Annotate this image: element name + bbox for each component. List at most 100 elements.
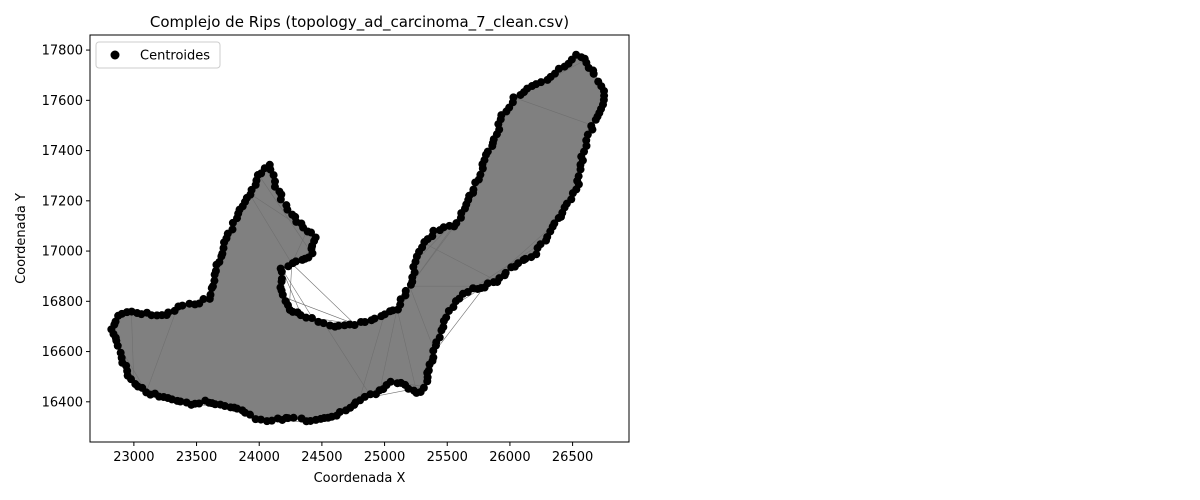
rips-edge: [434, 286, 486, 352]
centroid-point: [164, 308, 173, 317]
centroid-point: [276, 195, 285, 204]
centroid-point: [269, 171, 278, 180]
y-tick-label: 17000: [42, 245, 83, 260]
centroid-point: [568, 189, 577, 198]
chart-title: Complejo de Rips (topology_ad_carcinoma_…: [150, 13, 569, 32]
centroid-point: [360, 317, 369, 326]
x-tick-label: 24000: [239, 450, 280, 465]
centroid-point: [199, 295, 208, 304]
centroid-point: [211, 267, 220, 276]
legend-label: Centroides: [140, 49, 210, 64]
y-axis-label: Coordenada Y: [14, 193, 29, 284]
x-tick-label: 26000: [489, 450, 530, 465]
centroid-point: [444, 306, 453, 315]
centroid-points: [107, 50, 609, 426]
rips-edge: [281, 296, 355, 325]
centroid-point: [334, 321, 343, 330]
rips-edge: [396, 308, 418, 395]
centroid-point: [109, 329, 118, 338]
centroid-point: [307, 228, 316, 237]
rips-edge: [146, 306, 179, 392]
centroid-point: [469, 185, 478, 194]
centroid-point: [302, 313, 311, 322]
legend-marker: [110, 50, 120, 60]
plot-area: [107, 50, 609, 426]
centroid-point: [116, 348, 125, 357]
centroid-point: [182, 398, 191, 407]
y-tick-label: 17200: [42, 194, 83, 209]
y-tick-label: 16400: [42, 395, 83, 410]
centroid-point: [509, 93, 518, 102]
plot-frame: [89, 34, 630, 443]
rips-edge: [514, 97, 593, 126]
centroid-point: [273, 414, 282, 423]
centroid-point: [554, 214, 563, 223]
rips-edge: [258, 175, 313, 254]
centroid-point: [206, 290, 215, 299]
centroid-point: [319, 319, 328, 328]
centroid-point: [483, 147, 492, 156]
centroid-point: [210, 276, 219, 285]
rips-edge: [281, 268, 314, 320]
centroid-point: [307, 314, 316, 323]
centroid-point: [476, 170, 485, 179]
centroid-point: [591, 115, 600, 124]
rips-edge: [248, 193, 293, 264]
centroid-point: [219, 244, 228, 253]
rips-edge: [424, 243, 498, 282]
rips-edge: [324, 323, 370, 395]
centroid-point: [262, 417, 271, 426]
y-tick-label: 17400: [42, 144, 83, 159]
centroid-point: [371, 390, 380, 399]
centroid-point: [537, 78, 546, 87]
x-tick-label: 26500: [552, 450, 593, 465]
centroid-point: [576, 165, 585, 174]
legend: Centroides: [95, 41, 221, 69]
centroid-point: [251, 415, 260, 424]
x-tick-label: 25500: [427, 450, 468, 465]
centroid-point: [588, 125, 597, 134]
x-axis-label: Coordenada X: [314, 471, 406, 486]
centroid-point: [437, 326, 446, 335]
centroid-point: [370, 314, 379, 323]
centroid-point: [201, 396, 210, 405]
rips-edge: [359, 313, 385, 400]
rips-edge: [409, 286, 435, 352]
centroid-point: [425, 360, 434, 369]
legend-box: [95, 41, 221, 69]
centroid-point: [284, 262, 293, 271]
y-tick-label: 17600: [42, 94, 83, 109]
x-tick-label: 25000: [364, 450, 405, 465]
rips-complex-fill: [111, 53, 607, 423]
centroid-point: [423, 377, 432, 386]
centroid-point: [393, 379, 402, 388]
centroid-point: [283, 205, 292, 214]
centroid-point: [178, 301, 187, 310]
x-tick-label: 23500: [176, 450, 217, 465]
centroid-point: [429, 346, 438, 355]
y-axis-ticks: 16400 16600 16800 17000 17200 17400 17600 17800: [42, 44, 90, 410]
centroid-point: [429, 226, 438, 235]
centroid-point: [507, 263, 516, 272]
centroid-point: [228, 225, 237, 234]
x-tick-label: 24500: [301, 450, 342, 465]
centroid-point: [277, 267, 286, 276]
x-axis-ticks: 23000 23500 24000 24500 25000 25500 26000 26500: [113, 442, 593, 465]
rips-edge: [291, 263, 355, 325]
centroid-point: [289, 413, 298, 422]
rips-edge: [289, 263, 293, 309]
centroid-point: [589, 69, 598, 78]
centroid-point: [439, 316, 448, 325]
rips-edge: [131, 311, 135, 385]
centroid-point: [401, 286, 410, 295]
centroid-point: [298, 255, 307, 264]
centroid-point: [297, 414, 306, 423]
y-tick-label: 16600: [42, 345, 83, 360]
centroid-point: [341, 406, 350, 415]
centroid-point: [350, 321, 359, 330]
centroid-point: [533, 244, 542, 253]
y-tick-label: 16800: [42, 295, 83, 310]
rips-edge: [379, 308, 398, 392]
centroid-point: [452, 219, 461, 228]
